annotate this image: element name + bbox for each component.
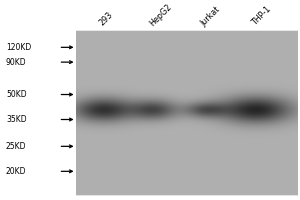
Text: 293: 293: [97, 11, 114, 28]
Text: HepG2: HepG2: [148, 2, 174, 28]
Text: 90KD: 90KD: [6, 58, 27, 67]
Text: 20KD: 20KD: [6, 167, 26, 176]
Text: 35KD: 35KD: [6, 115, 27, 124]
Text: THP-1: THP-1: [250, 5, 273, 28]
Text: 25KD: 25KD: [6, 142, 26, 151]
Text: Jurkat: Jurkat: [199, 5, 222, 28]
Text: 120KD: 120KD: [6, 43, 31, 52]
Text: 50KD: 50KD: [6, 90, 27, 99]
